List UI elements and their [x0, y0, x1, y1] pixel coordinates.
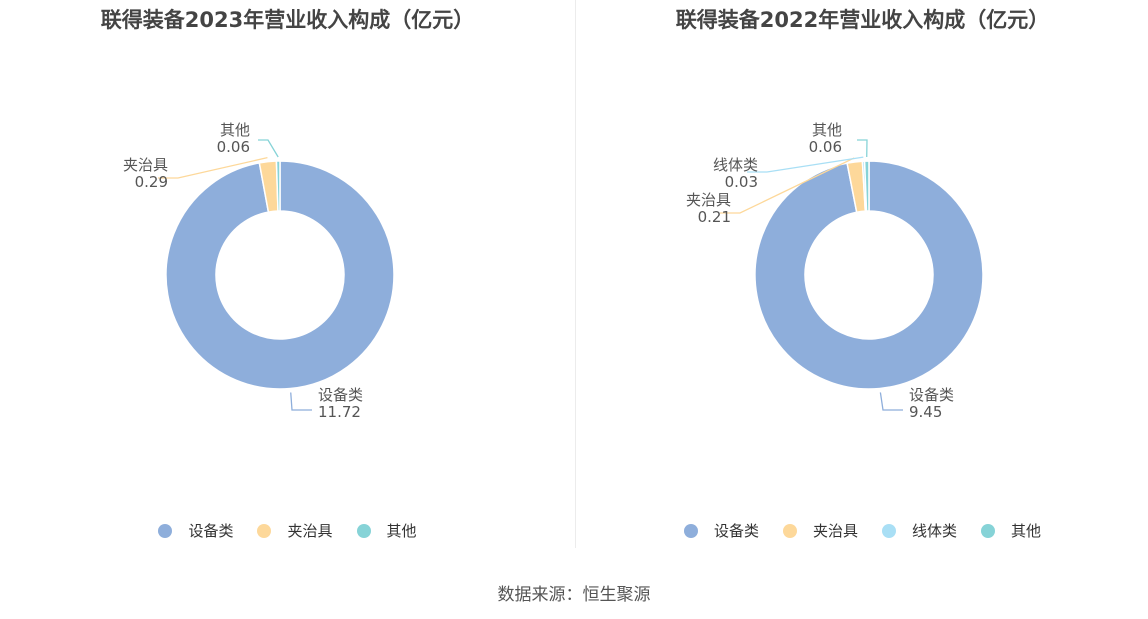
legend-item[interactable]: 夹治具 [782, 520, 858, 541]
legend-swatch [158, 523, 173, 538]
slice-value-label: 0.06 [217, 138, 250, 156]
pie-slice[interactable] [754, 160, 984, 390]
leader-line [857, 139, 868, 158]
legend-swatch [257, 523, 272, 538]
legend-item[interactable]: 其他 [356, 520, 417, 541]
leader-line [879, 392, 903, 411]
slice-value-label: 0.21 [698, 208, 731, 226]
legend-item[interactable]: 设备类 [683, 520, 759, 541]
legend-swatch [683, 523, 698, 538]
slice-label: 其他 [220, 121, 250, 139]
slice-value-label: 0.06 [809, 138, 842, 156]
slice-value-label: 0.03 [725, 173, 758, 191]
leader-line [158, 157, 268, 179]
slice-label: 夹治具 [686, 191, 731, 209]
slice-value-label: 9.45 [909, 403, 942, 421]
legend-label: 设备类 [188, 522, 234, 540]
leader-line [258, 139, 279, 158]
legend-label: 线体类 [912, 522, 958, 540]
slice-value-label: 11.72 [318, 403, 361, 421]
leader-line [290, 392, 312, 411]
chart-panel-2023: 联得装备2023年营业收入构成（亿元） 设备类 11.72 夹治具 0.29 其他 0.0… [0, 0, 575, 560]
slice-label: 设备类 [909, 386, 954, 404]
legend-swatch [882, 523, 896, 538]
pie-slice[interactable] [863, 160, 870, 212]
slice-label: 夹治具 [123, 156, 168, 174]
slice-label: 其他 [812, 121, 842, 139]
legend: 设备类 夹治具 线体类 其他 [577, 520, 1148, 541]
leader-line [747, 156, 864, 173]
data-source: 数据来源：恒生聚源 [497, 585, 651, 605]
legend-label: 设备类 [713, 522, 759, 540]
legend-label: 其他 [386, 522, 417, 540]
legend: 设备类 夹治具 其他 [0, 520, 575, 541]
slice-label: 线体类 [713, 156, 758, 174]
legend-item[interactable]: 其他 [981, 520, 1041, 541]
slice-label: 设备类 [318, 386, 363, 404]
slice-value-label: 0.29 [135, 173, 168, 191]
legend-item[interactable]: 夹治具 [257, 520, 333, 541]
legend-item[interactable]: 设备类 [158, 520, 233, 541]
legend-label: 其他 [1011, 522, 1042, 540]
pie-slice[interactable] [165, 160, 395, 390]
leader-line [720, 157, 855, 214]
chart-panel-2022: 联得装备2022年营业收入构成（亿元） 设备类 9.45 夹治具 0.21 线体类 0.0… [577, 0, 1148, 560]
legend-item[interactable]: 线体类 [882, 520, 957, 541]
legend-swatch [782, 523, 797, 538]
legend-label: 夹治具 [812, 522, 858, 540]
legend-swatch [981, 523, 996, 538]
chart-title: 联得装备2022年营业收入构成（亿元） [675, 8, 1050, 32]
chart-title: 联得装备2023年营业收入构成（亿元） [100, 8, 475, 32]
legend-swatch [356, 523, 371, 538]
pie-slice[interactable] [275, 160, 281, 212]
divider [575, 0, 576, 548]
legend-label: 夹治具 [287, 522, 333, 540]
